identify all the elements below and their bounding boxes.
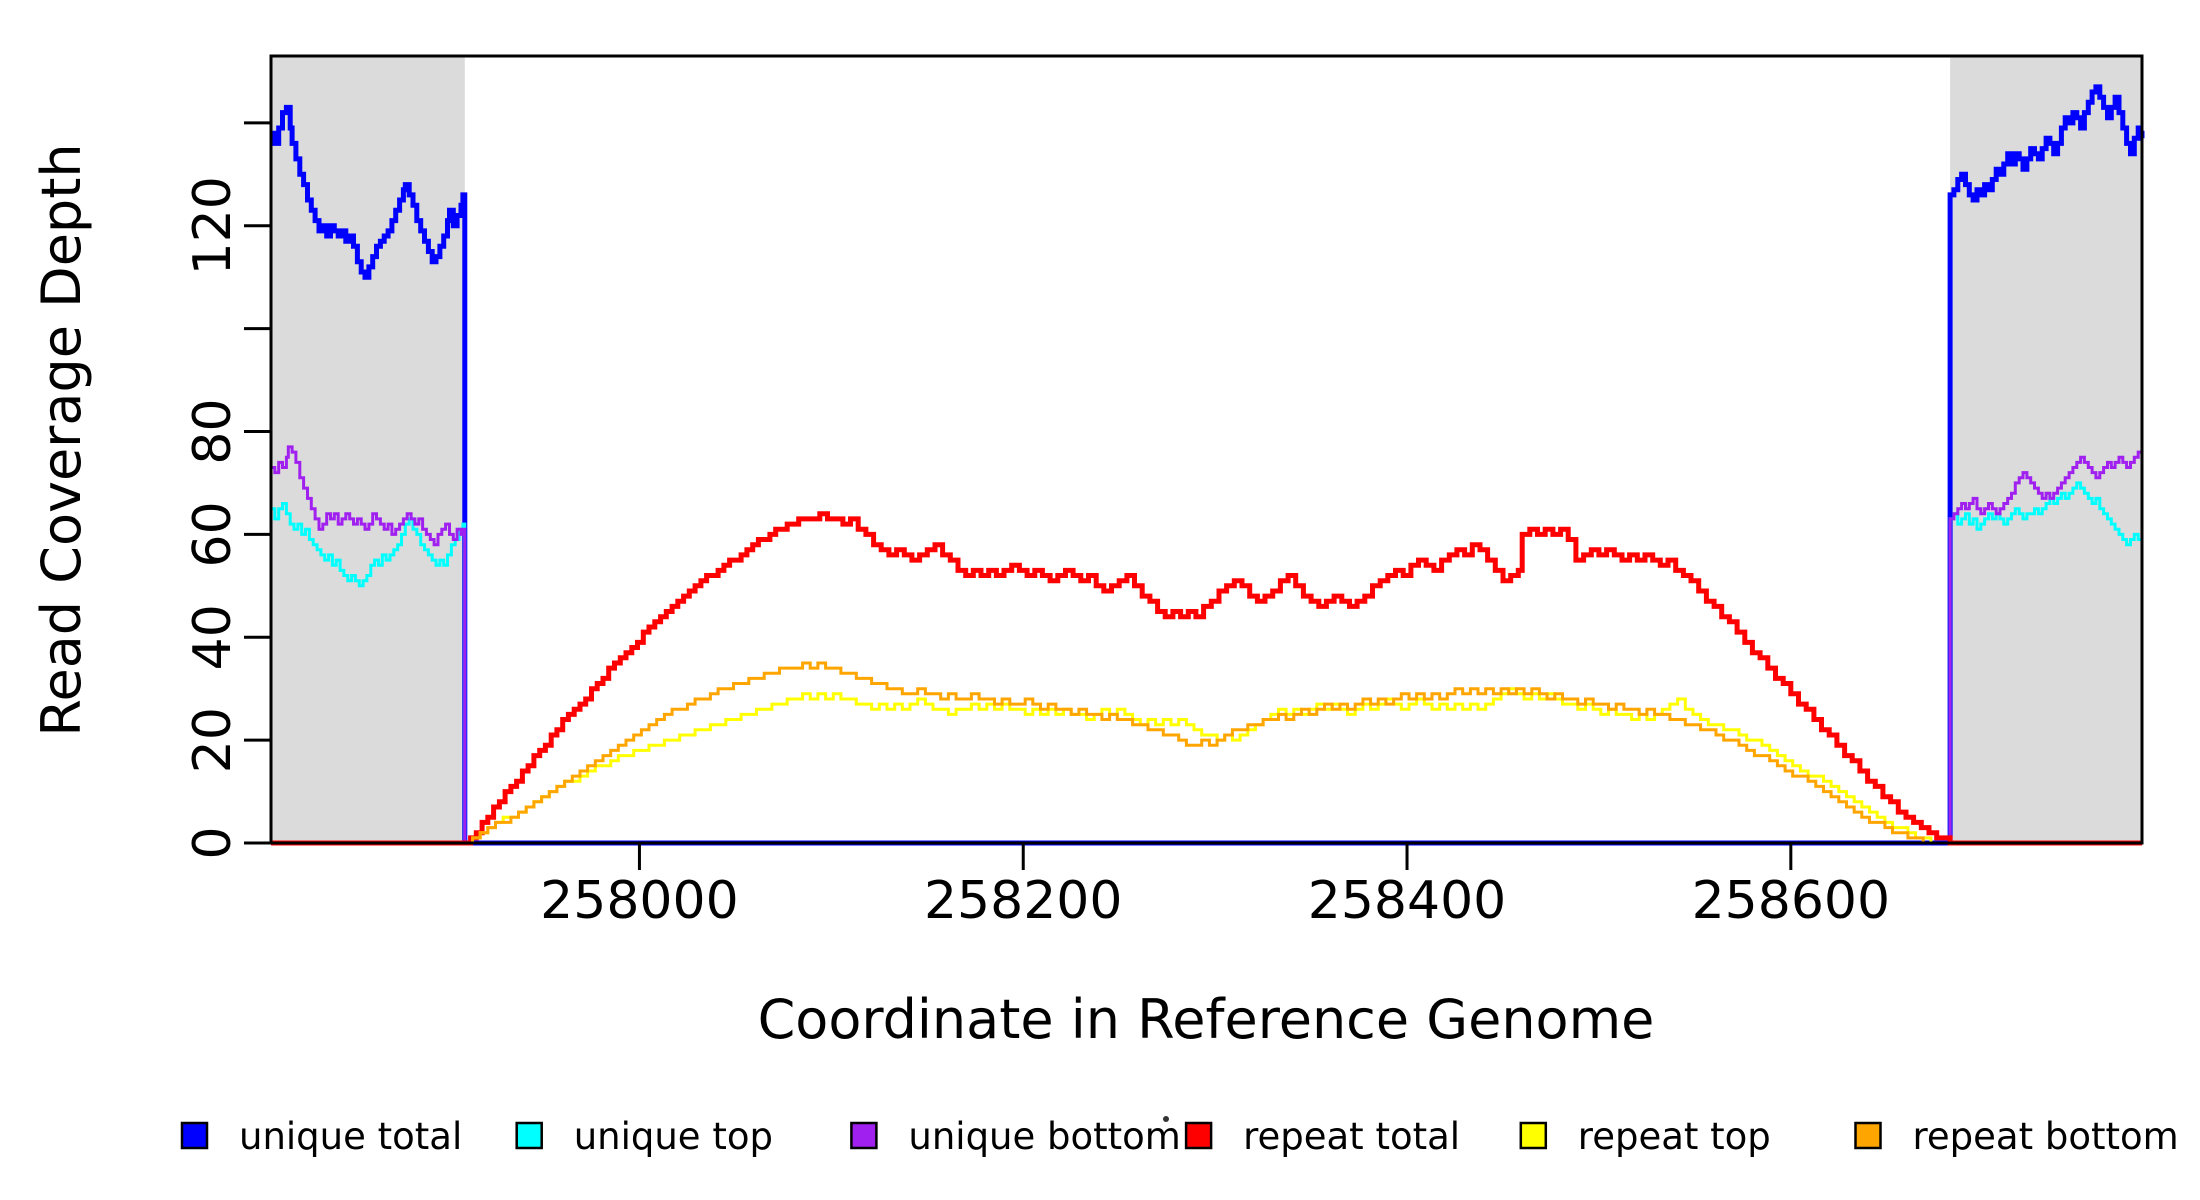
- legend-item-label: repeat bottom: [1913, 1115, 2179, 1158]
- series-lines: [271, 84, 2145, 846]
- legend-item: unique total: [180, 1115, 462, 1158]
- plot-frame: [269, 54, 2144, 845]
- x-tick-label: 258400: [1308, 871, 1507, 931]
- shaded-region: [271, 56, 465, 843]
- plot-box-border: [269, 54, 2144, 845]
- legend-swatch: [515, 1121, 543, 1150]
- series-line-repeat-total: [271, 511, 2142, 846]
- legend-item: repeat total: [1184, 1115, 1460, 1158]
- legend-item-label: unique bottom: [908, 1115, 1180, 1158]
- legend-item: repeat bottom: [1854, 1115, 2179, 1158]
- legend-item-label: unique top: [574, 1115, 773, 1158]
- legend-swatch: [850, 1121, 878, 1150]
- y-axis-title: Read Coverage Depth: [30, 143, 93, 736]
- legend-swatch: [180, 1121, 209, 1150]
- legend-swatch: [1519, 1121, 1548, 1150]
- y-tick-label: 20: [183, 707, 243, 773]
- series-line-unique-top: [271, 481, 2144, 845]
- legend-item: unique bottom: [850, 1115, 1181, 1158]
- stray-dot: [1163, 1116, 1169, 1122]
- legend-item-label: unique total: [239, 1115, 462, 1158]
- legend: unique total unique top unique bottom repea…: [180, 1115, 2179, 1158]
- y-tick-label: 60: [183, 501, 243, 567]
- legend-item: unique top: [515, 1115, 773, 1158]
- x-axis-title: Coordinate in Reference Genome: [758, 988, 1655, 1051]
- x-tick-label: 258000: [540, 871, 739, 931]
- y-tick-label: 40: [183, 604, 243, 670]
- y-tick-label: 0: [183, 826, 243, 859]
- shaded-regions: [271, 56, 2142, 843]
- axes: 0 20 40 60 80 120 258000 258200 258400 258600: [183, 121, 1891, 931]
- series-line-unique-bottom: [271, 445, 2144, 845]
- legend-item-label: repeat top: [1578, 1115, 1771, 1158]
- y-tick-label: 120: [183, 176, 243, 275]
- legend-swatch: [1854, 1121, 1882, 1150]
- series-line-unique-total: [271, 84, 2145, 846]
- x-tick-label: 258200: [924, 871, 1123, 931]
- y-tick-label: 80: [183, 398, 243, 464]
- shaded-region: [1950, 56, 2142, 843]
- legend-swatch: [1184, 1121, 1213, 1150]
- legend-item: repeat top: [1519, 1115, 1771, 1158]
- x-tick-label: 258600: [1692, 871, 1891, 931]
- legend-item-label: repeat total: [1243, 1115, 1460, 1158]
- series-line-repeat-bottom: [271, 661, 2142, 845]
